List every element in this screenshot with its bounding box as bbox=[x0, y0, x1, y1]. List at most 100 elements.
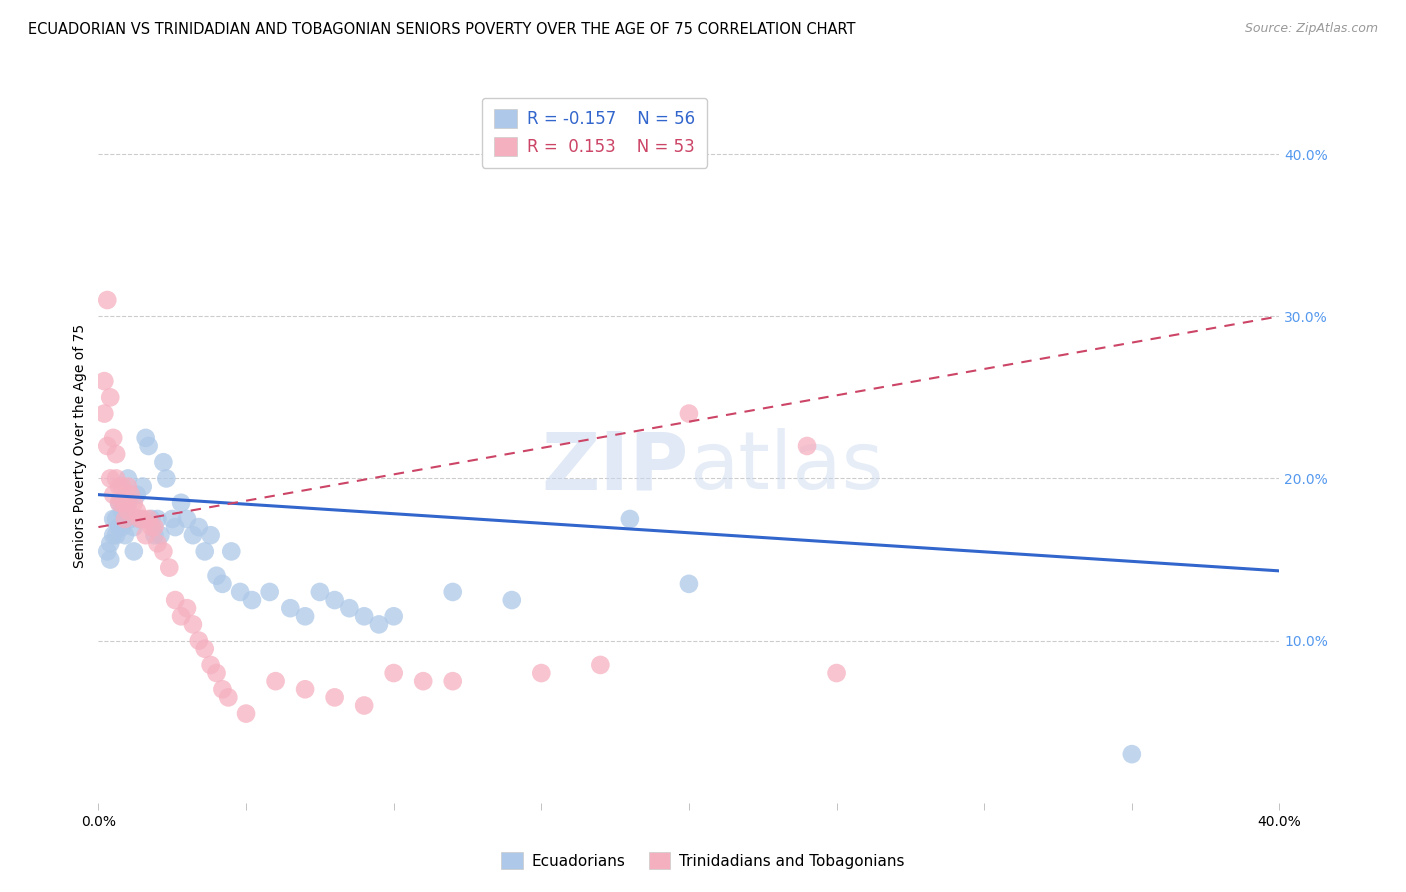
Point bbox=[93, 374, 115, 388]
Point bbox=[240, 593, 263, 607]
Point bbox=[114, 512, 136, 526]
Point bbox=[120, 512, 142, 526]
Point bbox=[589, 657, 612, 672]
Point bbox=[105, 512, 128, 526]
Point bbox=[117, 479, 139, 493]
Point bbox=[170, 609, 193, 624]
Point bbox=[132, 512, 155, 526]
Point bbox=[181, 617, 204, 632]
Point bbox=[122, 496, 145, 510]
Point bbox=[98, 552, 121, 566]
Text: ECUADORIAN VS TRINIDADIAN AND TOBAGONIAN SENIORS POVERTY OVER THE AGE OF 75 CORR: ECUADORIAN VS TRINIDADIAN AND TOBAGONIAN… bbox=[28, 22, 856, 37]
Point bbox=[501, 593, 523, 607]
Point bbox=[278, 601, 302, 615]
Point bbox=[141, 512, 163, 526]
Point bbox=[108, 496, 131, 510]
Point bbox=[152, 455, 174, 469]
Point bbox=[264, 674, 287, 689]
Point bbox=[165, 593, 187, 607]
Point bbox=[111, 496, 134, 510]
Point bbox=[235, 706, 257, 721]
Point bbox=[108, 520, 131, 534]
Point bbox=[205, 666, 228, 681]
Point bbox=[200, 528, 222, 542]
Point bbox=[309, 585, 332, 599]
Point bbox=[678, 577, 700, 591]
Point bbox=[825, 666, 848, 681]
Point bbox=[146, 512, 169, 526]
Point bbox=[796, 439, 818, 453]
Point bbox=[211, 682, 233, 697]
Point bbox=[187, 633, 209, 648]
Point bbox=[194, 544, 217, 558]
Point bbox=[125, 488, 148, 502]
Point bbox=[111, 479, 134, 493]
Point bbox=[187, 520, 209, 534]
Point bbox=[619, 512, 641, 526]
Point bbox=[259, 585, 281, 599]
Point bbox=[128, 512, 150, 526]
Point bbox=[194, 641, 217, 656]
Point bbox=[96, 439, 118, 453]
Point bbox=[353, 609, 375, 624]
Point bbox=[120, 488, 142, 502]
Point bbox=[135, 431, 157, 445]
Point bbox=[103, 431, 125, 445]
Point bbox=[122, 520, 145, 534]
Legend: R = -0.157    N = 56, R =  0.153    N = 53: R = -0.157 N = 56, R = 0.153 N = 53 bbox=[482, 97, 707, 168]
Point bbox=[143, 520, 166, 534]
Point bbox=[96, 544, 118, 558]
Point bbox=[132, 479, 155, 493]
Point bbox=[170, 496, 193, 510]
Point bbox=[111, 504, 134, 518]
Point bbox=[103, 528, 125, 542]
Point bbox=[339, 601, 360, 615]
Point bbox=[181, 528, 204, 542]
Point bbox=[108, 496, 131, 510]
Point bbox=[96, 293, 118, 307]
Point bbox=[229, 585, 252, 599]
Point bbox=[103, 512, 125, 526]
Point bbox=[382, 609, 405, 624]
Point bbox=[217, 690, 239, 705]
Point bbox=[114, 512, 136, 526]
Point bbox=[205, 568, 228, 582]
Point bbox=[162, 512, 183, 526]
Point bbox=[176, 512, 198, 526]
Point bbox=[117, 496, 139, 510]
Point bbox=[294, 682, 316, 697]
Text: atlas: atlas bbox=[689, 428, 883, 507]
Point bbox=[200, 657, 222, 672]
Point bbox=[211, 577, 233, 591]
Point bbox=[114, 528, 136, 542]
Point bbox=[103, 488, 125, 502]
Point bbox=[135, 528, 157, 542]
Point bbox=[368, 617, 391, 632]
Point bbox=[105, 447, 128, 461]
Point bbox=[105, 528, 128, 542]
Point bbox=[441, 674, 464, 689]
Point bbox=[125, 504, 148, 518]
Point bbox=[412, 674, 434, 689]
Point bbox=[1121, 747, 1143, 761]
Point bbox=[98, 471, 121, 485]
Point bbox=[146, 536, 169, 550]
Point bbox=[98, 390, 121, 404]
Point bbox=[93, 407, 115, 421]
Text: ZIP: ZIP bbox=[541, 428, 689, 507]
Point bbox=[114, 496, 136, 510]
Point bbox=[678, 407, 700, 421]
Point bbox=[149, 528, 172, 542]
Point bbox=[530, 666, 553, 681]
Point bbox=[323, 593, 346, 607]
Point bbox=[105, 471, 128, 485]
Text: Source: ZipAtlas.com: Source: ZipAtlas.com bbox=[1244, 22, 1378, 36]
Point bbox=[108, 479, 131, 493]
Point bbox=[138, 439, 160, 453]
Point bbox=[138, 512, 160, 526]
Point bbox=[155, 471, 177, 485]
Point bbox=[152, 544, 174, 558]
Point bbox=[122, 544, 145, 558]
Point bbox=[111, 520, 134, 534]
Point bbox=[157, 560, 180, 574]
